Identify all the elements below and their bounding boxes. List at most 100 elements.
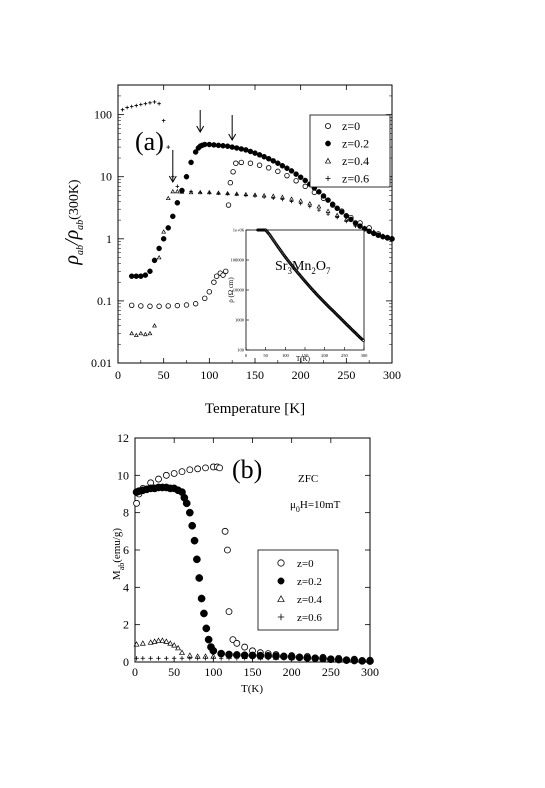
panel-b-point-s3 [134,656,139,661]
inset: 0 50 100 150 200 250 300 100 1000 10000 100000 1e+0… [227,228,368,364]
panel-b-point-s3 [281,656,287,661]
panel-a-point-s3 [120,107,125,112]
panel-b-point-s2 [159,637,166,643]
panel-a-point-s3 [280,197,285,202]
panel-a-point-s0 [275,168,281,175]
panel-b-point-s3 [164,656,169,661]
panel-a-point-s1 [128,273,135,279]
panel-a-ytick-label: 100 [94,108,112,122]
panel-b-point-s3 [352,656,357,661]
inset-label-sub1: 3 [287,266,292,276]
panel-b-point-s3 [218,656,224,661]
panel-b-point-s3 [289,656,294,661]
panel-b-point-s3 [148,656,153,661]
inset-label-sr: Sr [275,259,288,274]
panel-a-point-s1 [206,141,213,148]
panel-b-point-s1 [202,624,211,633]
panel-b-xtick-label: 100 [204,665,222,679]
panel-a-point-s3 [244,193,248,198]
panel-a-point-s1 [238,146,245,152]
panel-a-point-s0 [293,178,299,184]
panel-b-point-s3 [203,656,208,661]
panel-b-point-s0 [194,465,202,473]
panel-a-point-s1 [165,225,171,231]
panel-a-legend-label: z=0 [342,119,360,133]
panel-a-point-s0 [147,303,153,309]
panel-b-ylabel-m: M [111,570,123,580]
transition-arrow [228,115,237,141]
panel-b-point-s0 [216,464,224,472]
panel-a-point-s2 [174,188,180,194]
panel-a-point-s2 [165,195,171,201]
panel-a-point-s1 [320,193,327,199]
panel-b-ylabel-sub: ab [117,563,126,571]
panel-a-arrows [168,110,237,183]
panel-b-point-s2 [133,641,140,647]
panel-a-xtick-label: 50 [158,368,170,382]
panel-b-legend-label: z=0 [297,558,314,570]
panel-a-point-s3 [129,104,134,109]
panel-a-point-s3 [253,194,257,198]
inset-marks [256,228,365,342]
inset-ytick-label: 10000 [233,288,245,293]
panel-a-point-s1 [275,160,281,166]
panel-a-xtick-label: 250 [337,368,355,382]
inset-xtick-label: 200 [321,353,329,358]
panel-a-ylabel-sep: /ρ [61,230,83,246]
transition-arrow [168,150,177,183]
panel-a-point-s3 [353,224,358,228]
panel-a-point-s1 [339,209,345,215]
panel-a-point-s2 [188,189,194,195]
panel-a-point-s1 [302,177,308,184]
panel-b-xtick-label: 200 [283,665,301,679]
panel-b-point-s1 [197,594,206,603]
panel-b-point-s2 [139,640,146,646]
panel-b-point-s1 [358,657,367,665]
panel-a-point-s2 [147,330,153,336]
panel-a-point-s1 [211,142,217,148]
panel-a-point-s3 [125,105,129,110]
panel-a-point-s3 [289,199,294,204]
inset-xlabel: T(K) [296,355,311,363]
panel-a-point-s2 [307,201,313,206]
panel-b-point-s2 [175,644,182,651]
panel-a-legend-box [309,114,391,188]
panel-a-point-s1 [288,168,295,174]
panel-b-point-s2 [171,642,178,648]
panel-b-ticks: 0 50 100 150 200 250 300 0 2 4 6 8 10 12 [117,431,379,679]
panel-a-point-s1 [188,159,194,166]
inset-label-sub2: 2 [311,266,316,276]
panel-a-point-s1 [151,257,158,264]
panel-a-point-s2 [138,330,144,336]
panel-a-point-s3 [166,145,171,149]
panel-b-point-s2 [147,639,154,645]
panel-a-legend-marker [325,140,331,147]
panel-a-point-s1 [174,200,181,206]
panel-a-point-s2 [298,198,304,203]
panel-a-point-s3 [234,192,239,197]
panel-b-point-s2 [155,637,162,643]
panel-b-ytick-label: 0 [123,655,129,669]
panel-b-point-s3 [320,656,326,661]
panel-b-point-s3 [305,656,310,661]
panel-b-ytick-label: 12 [117,431,129,445]
field-label-mu: μ [290,499,296,511]
panel-b-point-s1 [185,508,194,517]
panel-a-point-s3 [175,184,180,189]
panel-a-point-s1 [256,152,263,158]
panel-a-point-s0 [138,303,144,309]
panel-b-point-s3 [336,656,341,661]
panel-a-xtick-label: 150 [246,368,264,382]
panel-b-point-s2 [335,656,342,662]
panel-b-legend-box [257,549,339,631]
inset-frame [245,229,365,351]
inset-ylabel: ρ (Ω cm) [227,277,235,303]
panel-b-point-s1 [204,635,213,644]
panel-b-point-s3 [242,656,247,661]
panel-a-point-s1 [229,144,235,150]
panel-a-legend-marker [325,175,331,182]
panel-a-point-s3 [157,101,161,106]
panel-b-xtick-label: 250 [322,665,340,679]
panel-a-point-s1 [348,216,354,223]
